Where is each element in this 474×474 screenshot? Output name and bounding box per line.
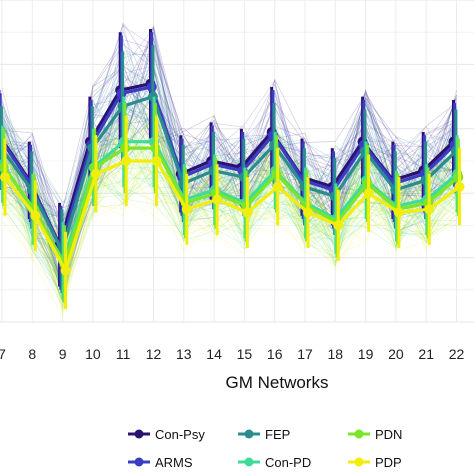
x-tick-label: 19 <box>358 346 374 362</box>
data-point <box>454 181 465 192</box>
subject-trace <box>1 115 457 281</box>
legend-swatch-point <box>134 429 144 439</box>
mean-line <box>3 159 461 273</box>
x-tick-label: 13 <box>176 346 192 362</box>
subject-trace <box>1 116 457 300</box>
data-point <box>90 168 101 179</box>
subject-trace <box>1 65 457 295</box>
x-tick-label: 14 <box>206 346 222 362</box>
mean-line <box>2 146 460 266</box>
subject-trace <box>1 22 457 234</box>
series-pdp <box>0 115 465 310</box>
subject-trace <box>1 27 457 235</box>
subject-trace <box>1 136 457 287</box>
legend-label: Con-Psy <box>155 427 205 442</box>
data-point <box>121 156 132 166</box>
legend-label: PDP <box>375 455 402 470</box>
x-tick-label: 20 <box>388 346 404 362</box>
legend-swatch-point <box>354 457 364 467</box>
x-tick-label: 21 <box>418 346 434 362</box>
x-tick-label: 7 <box>0 346 6 362</box>
subject-trace <box>1 25 457 221</box>
subject-trace <box>1 128 457 244</box>
subject-trace <box>1 159 457 313</box>
subject-trace <box>1 44 457 262</box>
legend-item: PDN <box>348 427 402 442</box>
subject-trace <box>1 85 457 302</box>
x-tick-label: 9 <box>59 346 67 362</box>
data-point <box>424 204 435 215</box>
legend: Con-Psy FEP PDN ARMS Con-PD PDP <box>128 427 402 470</box>
x-tick-label: 16 <box>267 346 283 362</box>
legend-label: PDN <box>375 427 402 442</box>
subject-trace <box>1 71 457 281</box>
data-point <box>30 210 41 221</box>
legend-label: FEP <box>265 427 290 442</box>
data-point <box>212 194 223 205</box>
legend-swatch-point <box>354 429 364 439</box>
data-point <box>333 220 344 231</box>
mean-line <box>0 85 456 250</box>
legend-item: Con-PD <box>238 455 311 470</box>
legend-swatch-point <box>134 457 144 467</box>
data-point <box>393 207 404 218</box>
subject-trace <box>1 95 457 254</box>
data-point <box>151 156 162 166</box>
subject-trace <box>1 84 457 243</box>
data-point <box>60 265 71 276</box>
subject-trace <box>1 37 457 302</box>
data-point <box>363 188 374 199</box>
legend-item: PDP <box>348 455 402 470</box>
x-tick-label: 12 <box>146 346 162 362</box>
data-point <box>181 204 192 215</box>
x-tick-label: 17 <box>297 346 313 362</box>
mean-line <box>0 94 458 253</box>
legend-swatch-point <box>244 429 254 439</box>
data-point <box>272 181 283 192</box>
x-tick-label: 18 <box>328 346 344 362</box>
x-tick-label: 10 <box>85 346 101 362</box>
x-tick-labels: 7 8 9 10 11 12 13 14 15 16 17 18 19 20 21 22 <box>0 346 464 362</box>
legend-label: ARMS <box>155 455 193 470</box>
data-point <box>0 172 10 183</box>
x-axis-title: GM Networks <box>226 373 329 392</box>
x-tick-label: 22 <box>449 346 465 362</box>
subject-trace <box>1 39 457 235</box>
data-point <box>303 207 313 218</box>
legend-item: ARMS <box>128 455 193 470</box>
legend-item: Con-Psy <box>128 427 205 442</box>
subject-trace <box>1 40 457 301</box>
series-layer <box>0 28 465 310</box>
x-tick-label: 15 <box>237 346 253 362</box>
data-point <box>242 207 253 218</box>
legend-swatch-point <box>244 457 254 467</box>
mean-line <box>1 140 459 263</box>
subject-traces <box>1 22 457 319</box>
subject-trace <box>1 141 457 306</box>
legend-item: FEP <box>238 427 290 442</box>
x-tick-label: 8 <box>28 346 36 362</box>
x-tick-label: 11 <box>116 346 131 362</box>
legend-label: Con-PD <box>265 455 311 470</box>
